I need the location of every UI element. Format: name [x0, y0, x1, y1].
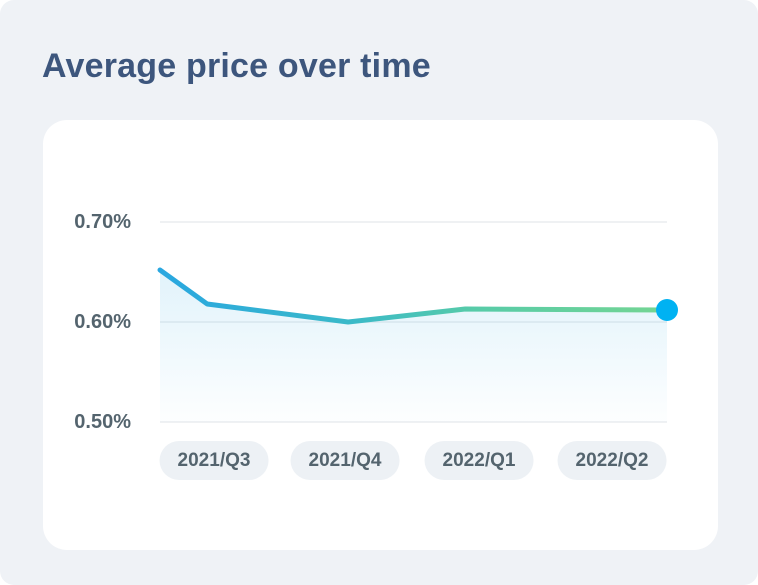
- x-axis-label-2022q1: 2022/Q1: [424, 441, 534, 480]
- y-axis-tick-070: 0.70%: [74, 211, 131, 233]
- chart-card: 0.70% 0.60% 0.50%: [43, 120, 718, 550]
- y-axis-tick-060: 0.60%: [74, 311, 131, 333]
- x-axis-label-2022q2: 2022/Q2: [557, 441, 667, 480]
- series-line: [157, 267, 670, 325]
- x-axis-label-2021q4: 2021/Q4: [290, 441, 400, 480]
- series-end-dot: [656, 299, 678, 321]
- series-area-fill: [160, 270, 667, 422]
- line-chart: [157, 221, 678, 423]
- x-axis-label-2021q3: 2021/Q3: [159, 441, 269, 480]
- page-title: Average price over time: [42, 47, 431, 85]
- y-axis-tick-050: 0.50%: [74, 411, 131, 433]
